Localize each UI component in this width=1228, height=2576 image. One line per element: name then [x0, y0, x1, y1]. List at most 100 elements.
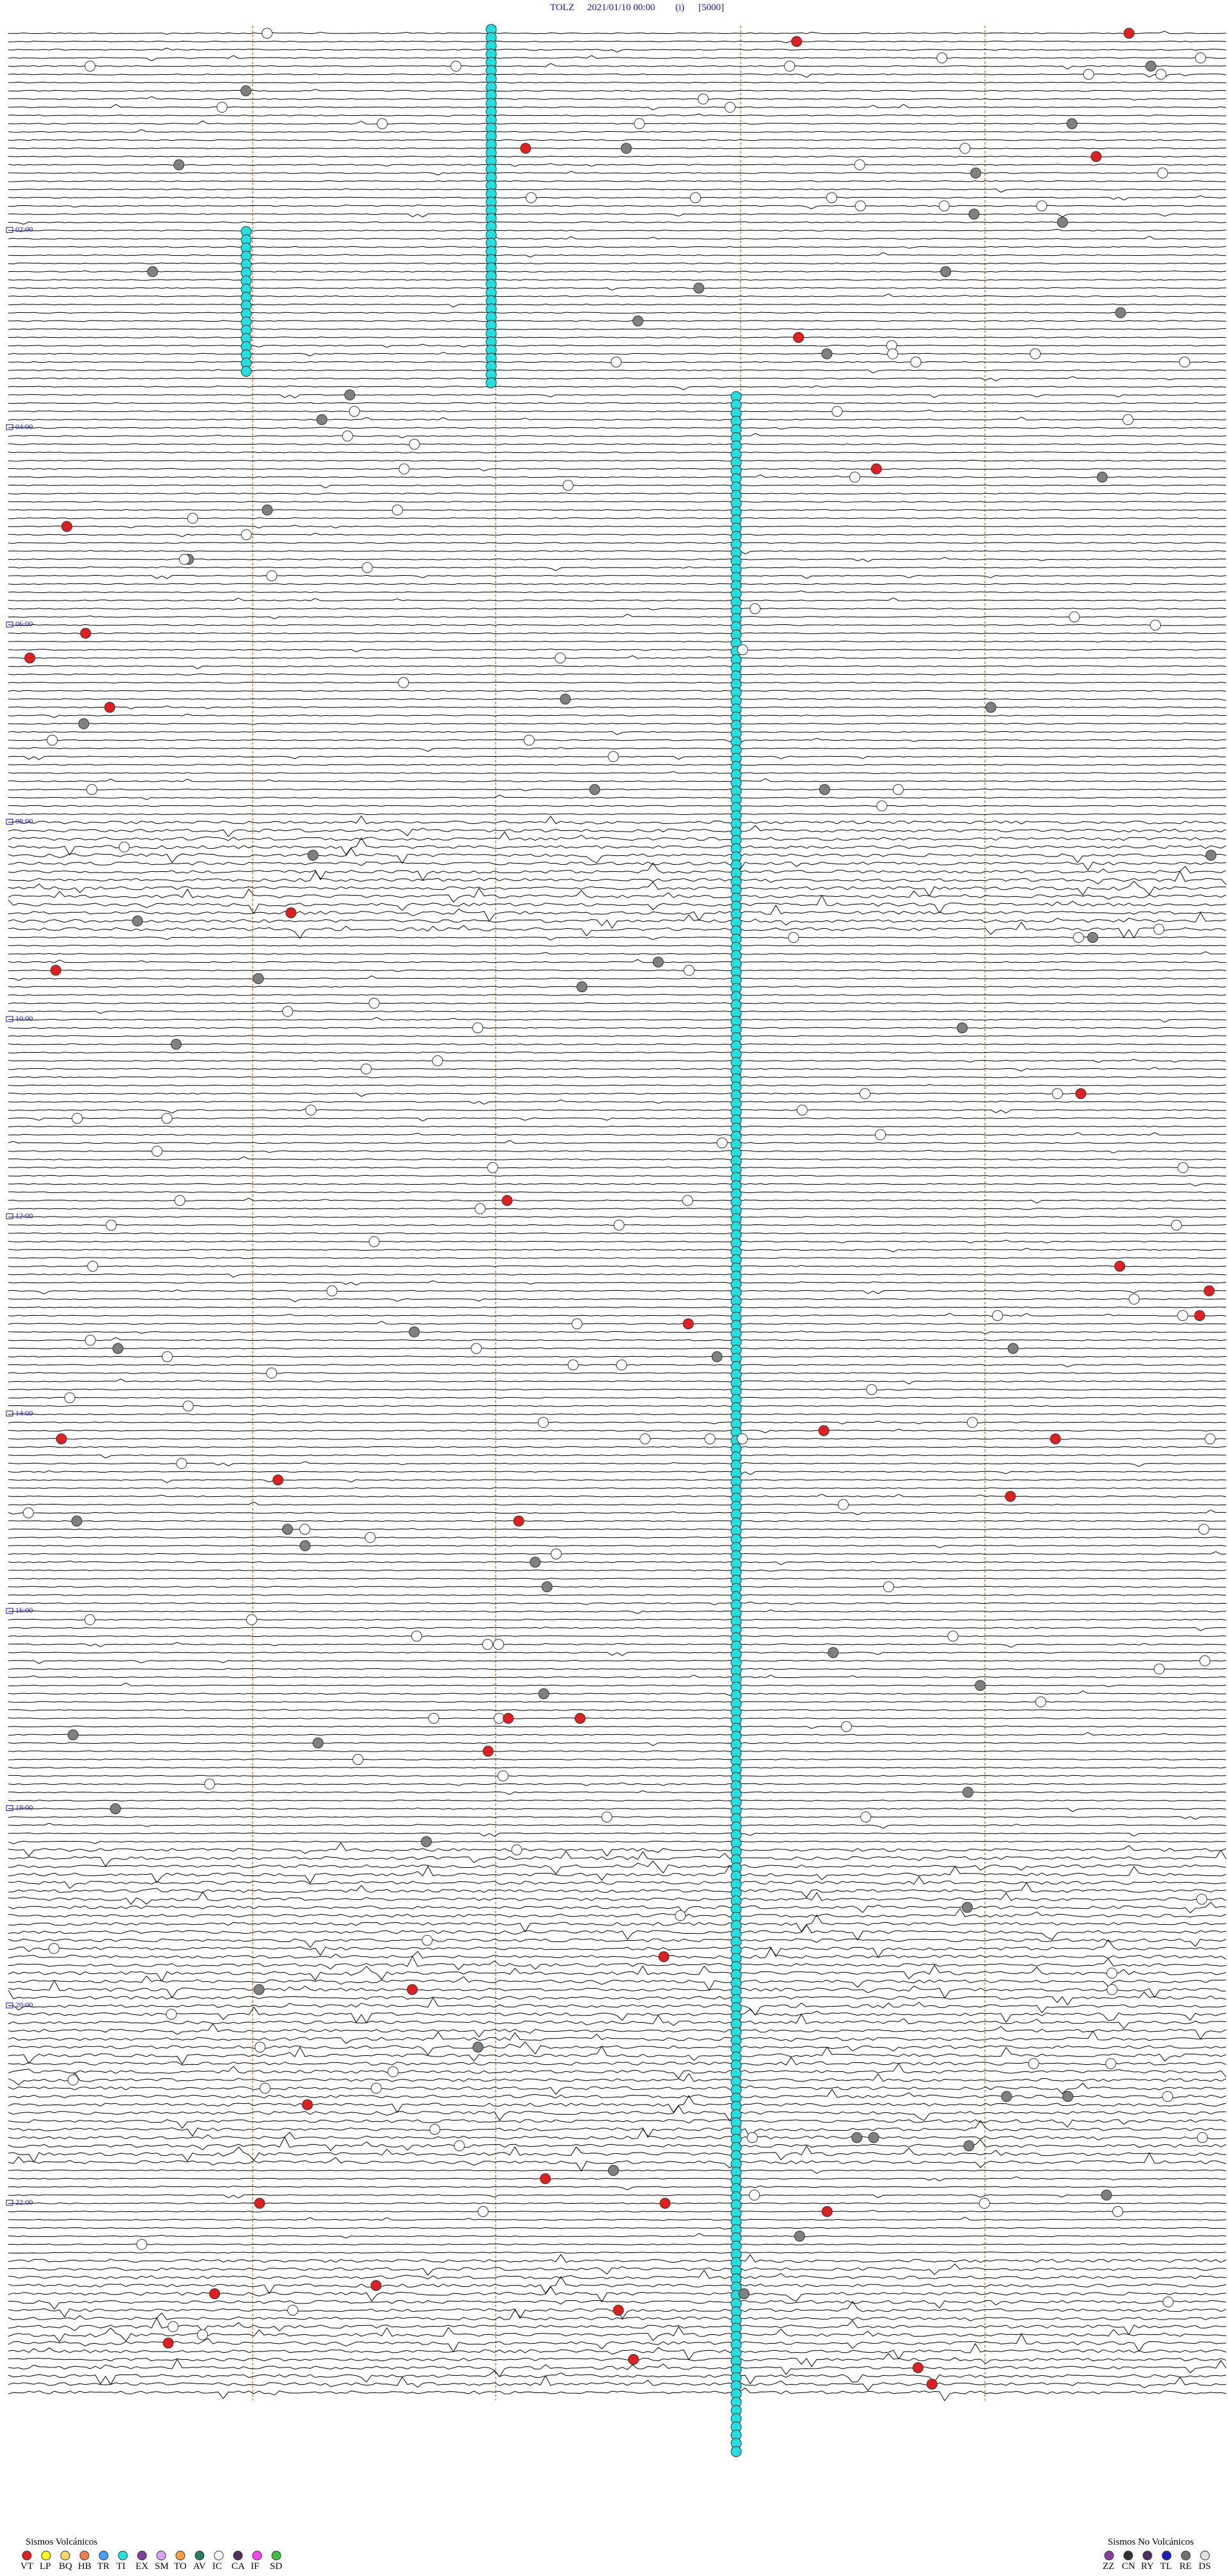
trace: [8, 2359, 1227, 2378]
hour-box: [6, 1805, 13, 1812]
event-marker: [266, 570, 278, 581]
trace: [8, 213, 1227, 217]
event-marker: [170, 1039, 182, 1050]
event-marker: [1083, 68, 1094, 80]
hour-box: [6, 621, 13, 628]
trace: [8, 468, 1227, 471]
trace: [8, 1569, 1227, 1572]
trace: [8, 1924, 1227, 1941]
trace: [8, 1717, 1227, 1719]
event-marker: [1179, 356, 1190, 368]
trace: [8, 788, 1227, 791]
event-marker: [828, 1647, 839, 1658]
trace: [8, 2232, 1227, 2239]
event-marker: [1196, 1893, 1208, 1905]
hour-box: [6, 1410, 13, 1417]
trace: [8, 1682, 1227, 1687]
trace: [8, 432, 1227, 439]
trace: [8, 1289, 1226, 1295]
hour-box: [6, 2199, 13, 2206]
trace: [8, 1520, 1226, 1522]
trace: [8, 235, 1227, 241]
event-marker: [411, 1631, 422, 1642]
trace: [8, 1990, 1227, 2006]
event-marker: [106, 1219, 117, 1231]
event-marker: [1177, 1310, 1188, 1322]
trace: [8, 394, 1227, 399]
hour-box: [6, 1213, 13, 1219]
event-marker: [1153, 1663, 1165, 1675]
event-marker: [1122, 414, 1134, 425]
event-marker: [975, 1680, 986, 1691]
trace: [8, 1822, 1227, 1829]
event-marker: [472, 2041, 484, 2053]
trace: [8, 129, 1227, 133]
event-marker: [368, 1236, 380, 1247]
trace: [8, 1479, 1227, 1483]
event-marker: [48, 1943, 59, 1954]
trace: [8, 1076, 1227, 1079]
event-marker: [750, 603, 761, 614]
event-marker: [1096, 471, 1108, 483]
event-marker: [209, 2288, 221, 2300]
event-marker: [477, 2206, 489, 2217]
event-marker: [1162, 2296, 1174, 2308]
trace: [8, 312, 1227, 314]
event-marker: [746, 2132, 758, 2144]
trace: [8, 2152, 1227, 2172]
hour-label: 12:00: [15, 1211, 33, 1220]
legend-code: RY: [1141, 2561, 1154, 2572]
hour-label: 02:00: [15, 225, 33, 233]
trace: [8, 921, 1227, 939]
trace: [8, 1832, 1227, 1837]
event-marker: [640, 1433, 651, 1444]
trace: [8, 673, 1227, 676]
trace: [8, 1067, 1227, 1071]
trace: [8, 221, 1227, 225]
legend-swatch: [41, 2550, 51, 2561]
trace: [8, 1577, 1227, 1580]
trace: [8, 180, 1226, 182]
trace: [8, 1842, 1227, 1857]
trace: [8, 73, 1227, 78]
trace: [8, 894, 1227, 914]
trace: [8, 2353, 1227, 2367]
trace: [8, 1371, 1226, 1374]
event-marker: [432, 1055, 443, 1066]
trace: [8, 1947, 1227, 1960]
trace: [8, 2057, 1227, 2066]
traces: [8, 26, 1227, 2401]
event-marker: [1069, 611, 1080, 622]
trace: [8, 1010, 1227, 1014]
event-markers: [22, 24, 1216, 2457]
trace: [8, 1059, 1227, 1063]
legend-title: Sismos No Volcánicos: [1108, 2537, 1194, 2547]
event-marker: [1155, 68, 1167, 80]
event-marker: [132, 915, 143, 927]
legend-code: SM: [155, 2561, 169, 2572]
trace: [8, 2023, 1227, 2040]
trace: [8, 228, 1227, 232]
event-marker: [530, 1556, 541, 1568]
event-marker: [511, 1844, 523, 1856]
trace: [8, 328, 1226, 330]
event-marker: [1007, 1343, 1019, 1354]
event-marker: [821, 2206, 833, 2217]
event-marker: [342, 431, 353, 442]
event-marker: [361, 562, 373, 573]
event-marker: [1087, 932, 1098, 943]
trace: [8, 1501, 1227, 1506]
event-marker: [407, 1984, 418, 1995]
event-marker: [1030, 348, 1041, 360]
event-marker: [1106, 1968, 1117, 1979]
event-marker: [1106, 1984, 1118, 1995]
trace: [8, 1865, 1227, 1884]
event-marker: [737, 1433, 748, 1444]
trace: [8, 2128, 1227, 2141]
legend-code: CN: [1122, 2561, 1135, 2572]
trace: [8, 690, 1227, 692]
event-marker: [370, 2083, 382, 2094]
event-marker: [316, 414, 327, 425]
legend-code: TR: [97, 2561, 109, 2572]
